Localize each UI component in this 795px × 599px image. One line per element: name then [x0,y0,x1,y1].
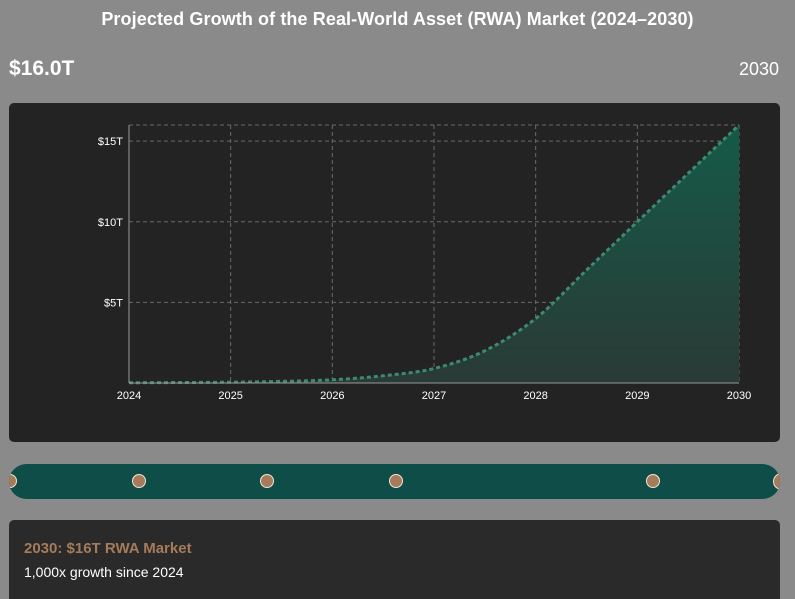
timeline-point-2025[interactable] [131,474,146,488]
y-tick-label-$10T: $10T [98,217,123,229]
chart-title: Projected Growth of the Real-World Asset… [101,9,694,29]
tick-labels: 2024 2025 2026 2027 2028 2029 2030 $5T $10T $15T [98,136,751,402]
timeline-point-2029[interactable] [645,474,660,488]
chart-card: 2024 2025 2026 2027 2028 2029 2030 $5T $10T $15T [9,103,780,442]
y-tick-label-$15T: $15T [98,136,123,148]
timeline-point-2027[interactable] [388,474,403,488]
area-chart: 2024 2025 2026 2027 2028 2029 2030 $5T $10T $15T [98,123,751,402]
current-year: 2030 [738,59,779,79]
x-tick-label-2029: 2029 [625,390,649,402]
series-line [128,123,741,385]
timeline-point-2030[interactable] [772,472,780,490]
x-tick-label-2030: 2030 [727,390,751,402]
x-tick-label-2024: 2024 [117,390,141,402]
x-tick-label-2026: 2026 [320,390,344,402]
axes [128,125,739,384]
y-tick-label-$5T: $5T [104,297,123,309]
info-card: 2030: $16T RWA Market 1,000x growth sinc… [9,520,780,599]
current-value: $16.0T [9,57,75,80]
year-timeline-slider[interactable] [9,464,780,499]
timeline-point-2026[interactable] [260,474,274,488]
info-subtitle: 1,000x growth since 2024 [24,564,184,580]
area-fill [129,125,739,383]
area-layer [128,123,741,385]
x-tick-label-2025: 2025 [218,390,242,402]
x-tick-label-2027: 2027 [422,390,446,402]
info-title: 2030: $16T RWA Market [24,540,192,557]
x-tick-label-2028: 2028 [523,390,547,402]
timeline-point-2024[interactable] [9,474,17,488]
